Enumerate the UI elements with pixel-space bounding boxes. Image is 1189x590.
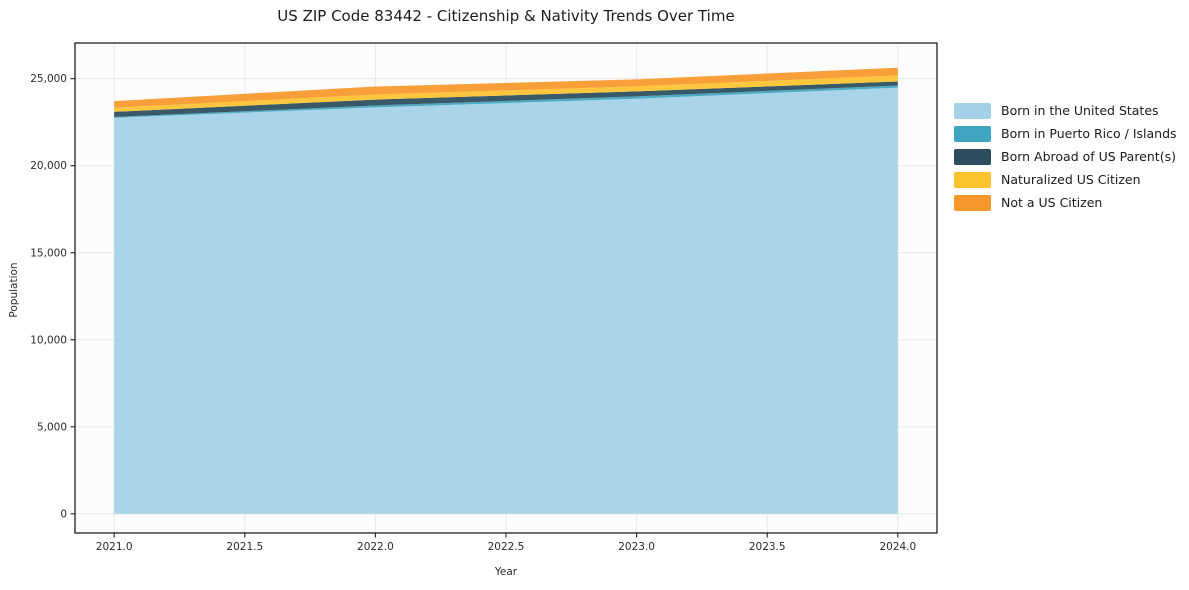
x-axis-label: Year	[494, 566, 518, 578]
legend-label: Born in the United States	[1001, 103, 1159, 118]
legend-label: Naturalized US Citizen	[1001, 172, 1141, 187]
svg-text:0: 0	[60, 508, 67, 520]
svg-text:25,000: 25,000	[30, 73, 67, 85]
legend-swatch-born-abroad-icon	[954, 149, 991, 165]
svg-text:2023.5: 2023.5	[749, 541, 786, 553]
svg-text:5,000: 5,000	[37, 421, 67, 433]
y-axis-label: Population	[8, 262, 20, 318]
svg-text:2023.0: 2023.0	[618, 541, 655, 553]
svg-text:2021.5: 2021.5	[226, 541, 263, 553]
svg-text:10,000: 10,000	[30, 334, 67, 346]
svg-text:2022.0: 2022.0	[357, 541, 394, 553]
svg-text:20,000: 20,000	[30, 160, 67, 172]
legend-swatch-born-pr-icon	[954, 126, 991, 142]
legend-swatch-born-us-icon	[954, 103, 991, 119]
svg-text:2021.0: 2021.0	[96, 541, 133, 553]
legend-item-born-us: Born in the United States	[954, 103, 1177, 119]
svg-text:2024.0: 2024.0	[879, 541, 916, 553]
legend-item-naturalized: Naturalized US Citizen	[954, 172, 1177, 188]
legend-item-born-abroad: Born Abroad of US Parent(s)	[954, 149, 1177, 165]
legend-label: Born in Puerto Rico / Islands	[1001, 126, 1177, 141]
svg-text:2022.5: 2022.5	[488, 541, 525, 553]
legend-swatch-not-citizen-icon	[954, 195, 991, 211]
svg-text:15,000: 15,000	[30, 247, 67, 259]
legend-label: Not a US Citizen	[1001, 195, 1103, 210]
legend: Born in the United States Born in Puerto…	[954, 103, 1177, 218]
chart-title: US ZIP Code 83442 - Citizenship & Nativi…	[277, 7, 735, 25]
legend-label: Born Abroad of US Parent(s)	[1001, 149, 1176, 164]
legend-item-not-citizen: Not a US Citizen	[954, 195, 1177, 211]
legend-item-born-pr: Born in Puerto Rico / Islands	[954, 126, 1177, 142]
legend-swatch-naturalized-icon	[954, 172, 991, 188]
